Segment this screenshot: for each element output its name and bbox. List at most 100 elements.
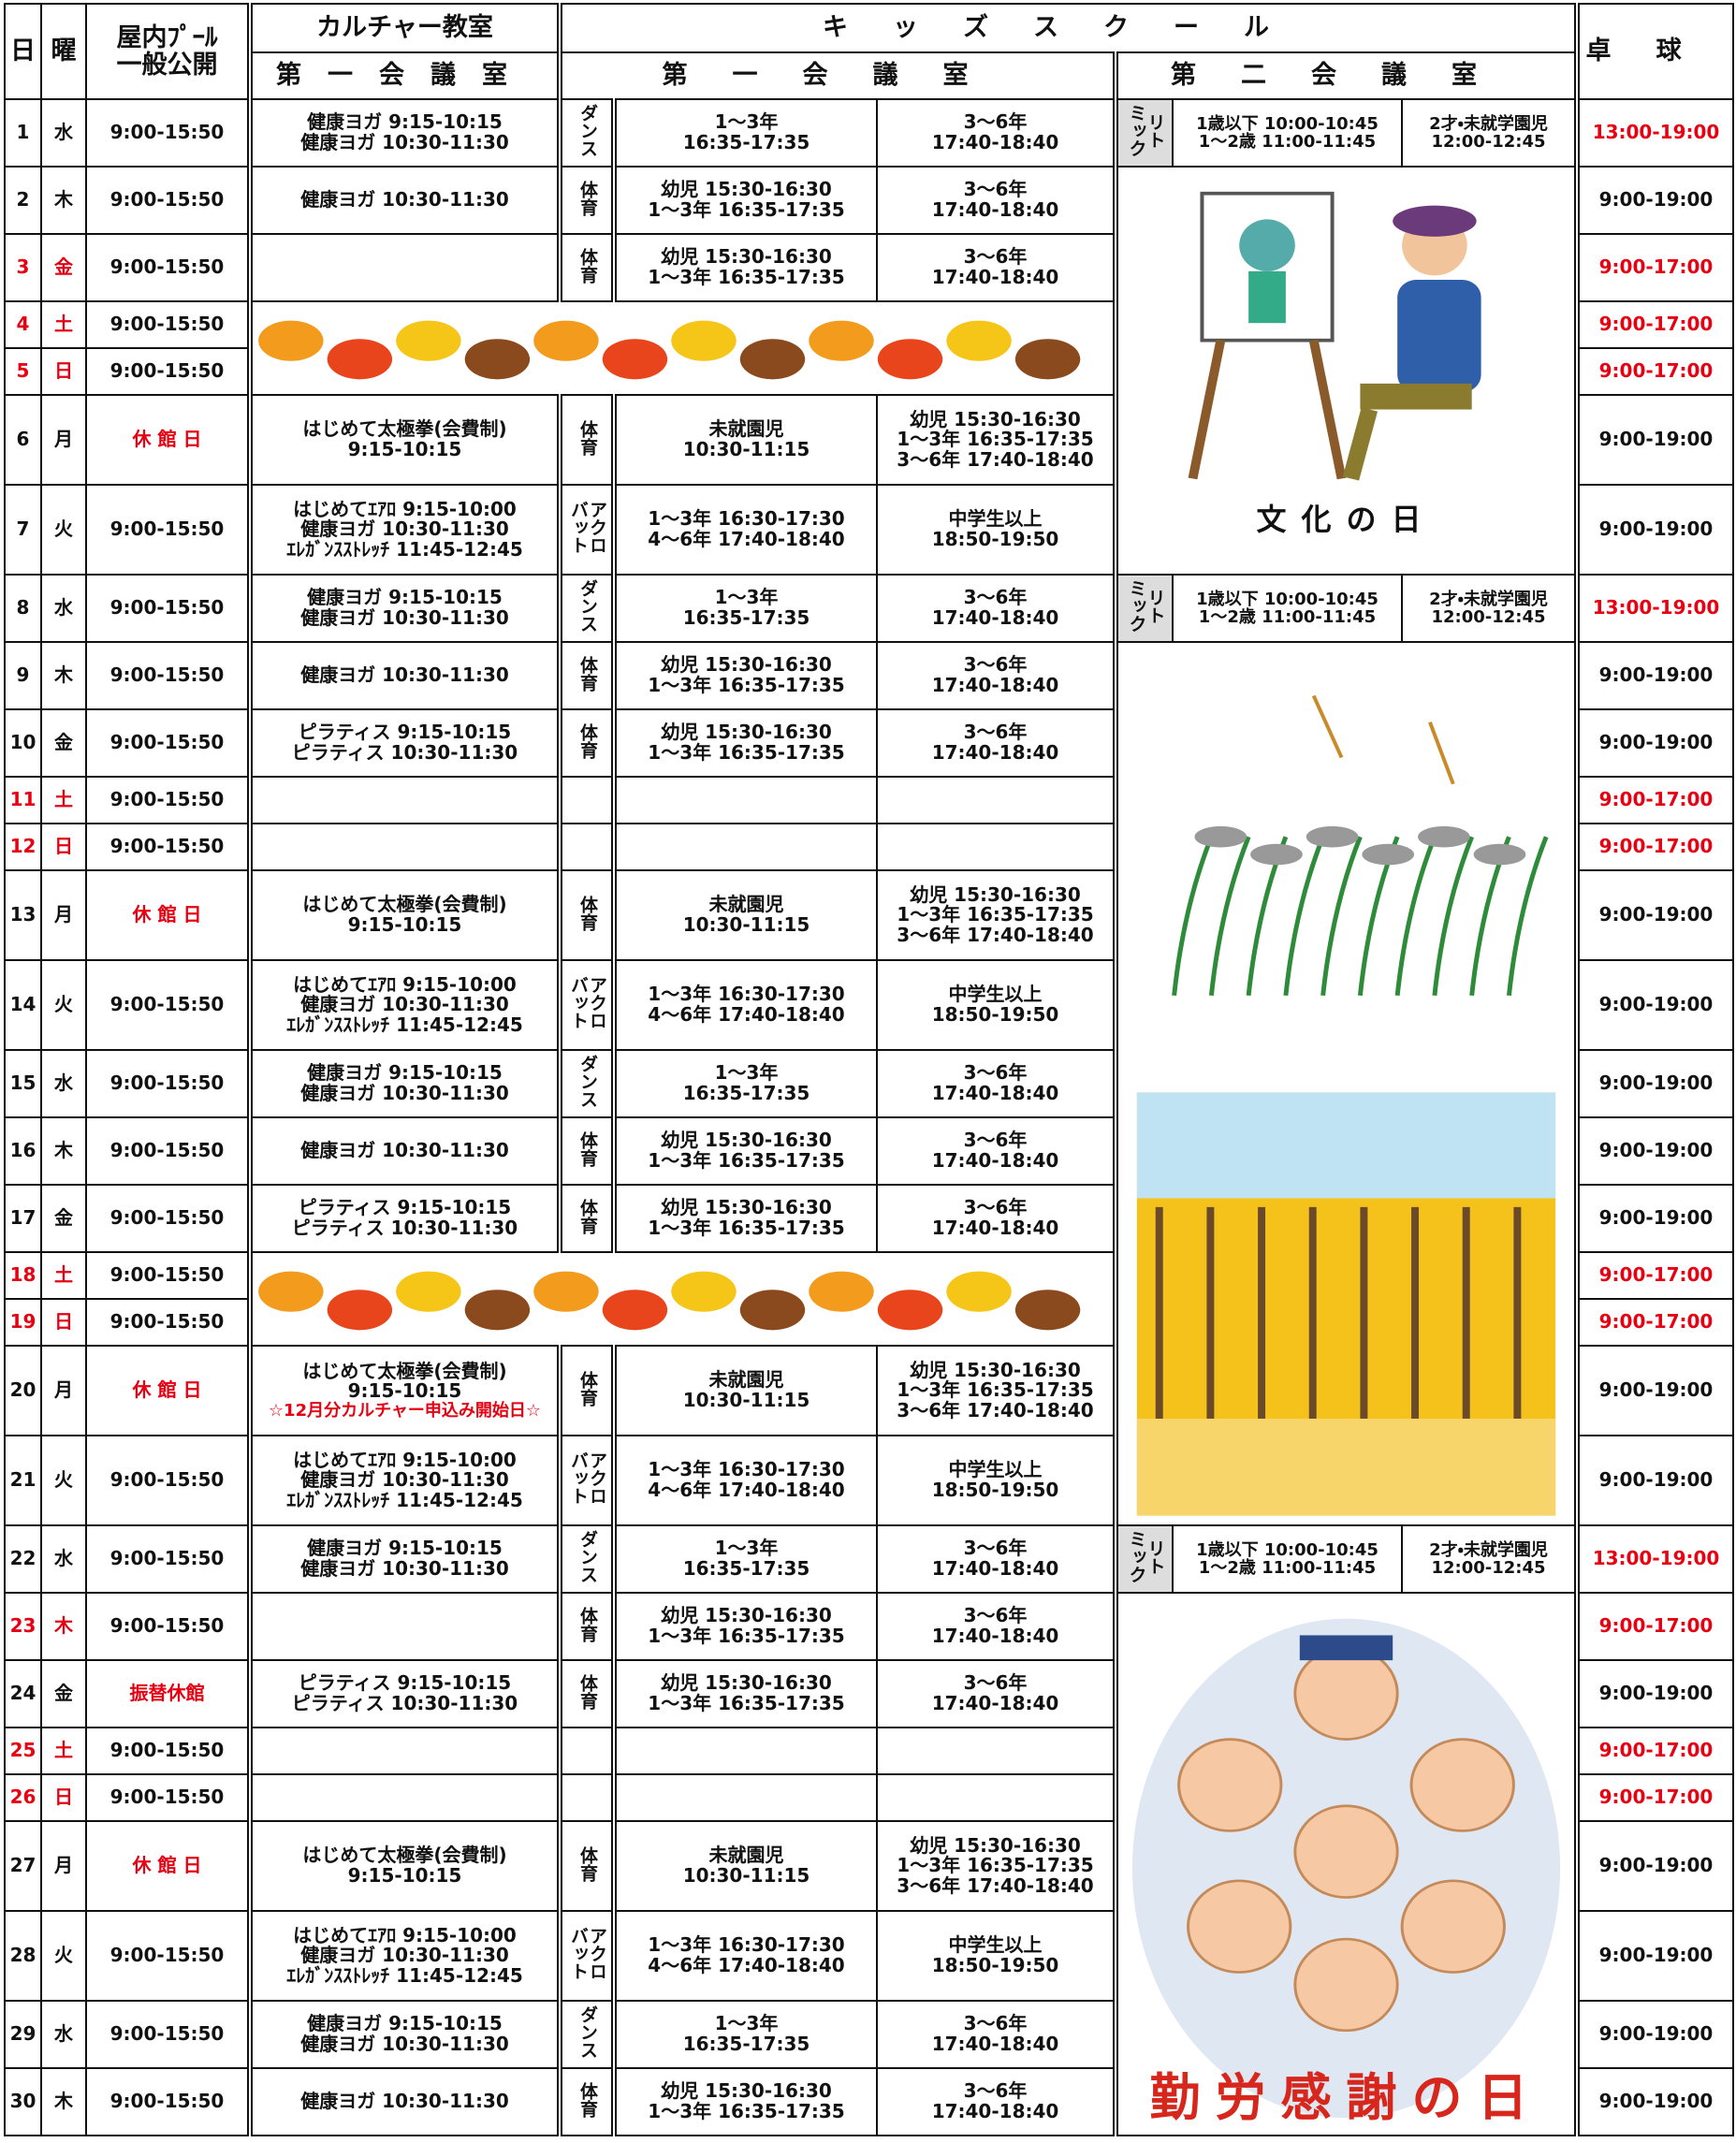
kids-type-cell: [557, 1773, 615, 1822]
kids-slot-line: 1～3年: [714, 110, 779, 134]
kids-slot-line: 3～6年: [963, 110, 1028, 134]
kids-slot-2: 3～6年 17:40-18:40: [876, 233, 1116, 302]
day-cell: 13: [4, 869, 42, 961]
kids-slot-1: 1～3年 16:35-17:35: [611, 1049, 878, 1118]
kids-type-line: ダンス: [576, 1530, 598, 1584]
kids-slot-line: 16:35-17:35: [682, 606, 810, 629]
header-kids: キッズスクール: [557, 3, 1578, 53]
tennis-cell: 9:00-19:00: [1574, 1659, 1734, 1728]
kids-slot-line: 10:30-11:15: [682, 1864, 810, 1887]
culture-line: 健康ヨガ 10:30-11:30: [300, 518, 509, 541]
culture-cell: [247, 776, 561, 824]
kids-type-cell: アクロ バット: [557, 1910, 615, 2002]
pool-cell: 9:00-15:50: [85, 823, 251, 871]
kids-type: 体育: [577, 1674, 598, 1710]
kids-slot-line: 4～6年 17:40-18:40: [648, 1479, 845, 1501]
kids-slot-1: 1～3年 16:30-17:30 4～6年 17:40-18:40: [611, 959, 878, 1051]
pool-cell: 9:00-15:50: [85, 1910, 251, 2002]
kids-slot-line: 1～3年 16:35-17:35: [648, 1217, 845, 1239]
kids-slot-line: 1～3年 16:35-17:35: [648, 1149, 845, 1172]
tennis-cell: 9:00-19:00: [1574, 1116, 1734, 1186]
kids-slot-line: 1～3年 16:35-17:35: [648, 198, 845, 221]
kids-type-line: ダンス: [576, 104, 598, 158]
kids-slot-line: 3～6年: [963, 586, 1028, 609]
tennis-cell: 9:00-19:00: [1574, 484, 1734, 576]
kids-slot-1: 幼児 15:30-16:30 1～3年 16:35-17:35: [611, 166, 878, 235]
kids-type: 体育: [577, 1846, 598, 1882]
kids-slot-line: 幼児 15:30-16:30: [910, 1833, 1081, 1857]
tennis-cell: 9:00-17:00: [1574, 233, 1734, 302]
pool-cell: 休 館 日: [85, 1820, 251, 1912]
culture-line: 健康ヨガ 10:30-11:30: [300, 2090, 509, 2113]
kids-slot-line: 17:40-18:40: [931, 1082, 1059, 1104]
culture-cell: ピラティス 9:15-10:15 ピラティス 10:30-11:30: [247, 1659, 561, 1728]
day-cell: 21: [4, 1435, 42, 1526]
kids-slot-2: 3～6年 17:40-18:40: [876, 1049, 1116, 1118]
kids-type: アクロ バット: [568, 976, 607, 1029]
weekday-cell: 月: [40, 394, 87, 486]
kids-type: アクロ バット: [568, 1451, 607, 1506]
kids-type: 体育: [577, 181, 598, 216]
kids-slot-2: 中学生以上 18:50-19:50: [876, 484, 1116, 576]
kids-slot-line: 17:40-18:40: [931, 131, 1059, 153]
pool-cell: 9:00-15:50: [85, 347, 251, 396]
kids-slot-line: 3～6年: [963, 1604, 1028, 1627]
tennis-cell: 13:00-19:00: [1574, 574, 1734, 643]
tennis-cell: 9:00-19:00: [1574, 1910, 1734, 2002]
kids-slot-line: 3～6年: [963, 1129, 1028, 1152]
culture-line: 健康ヨガ 10:30-11:30: [300, 606, 509, 629]
kids-type-line: 体育: [576, 247, 598, 284]
culture-line: 健康ヨガ 10:30-11:30: [300, 131, 509, 153]
culture-line: 9:15-10:15: [347, 913, 462, 936]
kids-type-line: バット: [568, 1927, 589, 1981]
kids-slot-line: 1～3年 16:35-17:35: [648, 1692, 845, 1714]
kids-type-cell: 体育: [557, 1116, 615, 1186]
kids-slot-line: 17:40-18:40: [931, 1557, 1059, 1580]
weekday-cell: 金: [40, 1659, 87, 1728]
day-cell: 11: [4, 776, 42, 824]
kids-slot-line: 3～6年: [963, 2012, 1028, 2035]
header-pool-line: 屋内ﾌﾟｰﾙ: [116, 22, 218, 52]
kids-slot-1: 1～3年 16:30-17:30 4～6年 17:40-18:40: [611, 484, 878, 576]
culture-cell: 健康ヨガ 9:15-10:15 健康ヨガ 10:30-11:30: [247, 98, 561, 168]
day-cell: 12: [4, 823, 42, 871]
tennis-cell: 9:00-17:00: [1574, 1592, 1734, 1661]
kids-type-line: アクロ: [586, 1451, 607, 1506]
kids-slot-line: 3～6年: [963, 178, 1028, 201]
culture-line: 健康ヨガ 10:30-11:30: [300, 993, 509, 1016]
kids-slot-1: [611, 1727, 878, 1775]
header-weekday: 曜: [40, 3, 87, 100]
culture-line: ｴﾚｶﾞﾝｽｽﾄﾚｯﾁ 11:45-12:45: [286, 1488, 523, 1511]
culture-line: ピラティス 10:30-11:30: [291, 1217, 518, 1239]
day-cell: 19: [4, 1298, 42, 1347]
tennis-cell: 9:00-19:00: [1574, 394, 1734, 486]
kids-slot-line: 17:40-18:40: [931, 1217, 1059, 1239]
culture-line: はじめてｴｱﾛ 9:15-10:00: [293, 972, 517, 996]
pool-cell: 9:00-15:50: [85, 233, 251, 302]
tennis-cell: 9:00-19:00: [1574, 1049, 1734, 1118]
kids-type-line: バット: [568, 1451, 589, 1506]
kids-slot-line: 1～3年 16:30-17:30: [648, 1458, 845, 1481]
schedule-row: 27 月休 館 日はじめて太極拳(会費制) 9:15-10:15 体育 未就園児 10:3…: [4, 1820, 1734, 1912]
kids-type-cell: 体育: [557, 1184, 615, 1253]
culture-line: 9:15-10:15: [347, 1379, 462, 1403]
kids-slot-2: [876, 823, 1116, 871]
pool-cell: 9:00-15:50: [85, 708, 251, 778]
kids-slot-1: 1～3年 16:30-17:30 4～6年 17:40-18:40: [611, 1910, 878, 2002]
culture-cell: はじめて太極拳(会費制) 9:15-10:15: [247, 394, 561, 486]
kids-slot-line: 10:30-11:15: [682, 438, 810, 460]
kids-slot-line: 中学生以上: [948, 983, 1043, 1006]
kids-slot-line: 1～3年 16:35-17:35: [897, 1854, 1094, 1877]
weekday-cell: 水: [40, 98, 87, 168]
culture-line: ピラティス 10:30-11:30: [291, 1692, 518, 1714]
pool-cell: 9:00-15:50: [85, 1524, 251, 1594]
kids-slot-1: 未就園児 10:30-11:15: [611, 869, 878, 961]
culture-line: はじめてｴｱﾛ 9:15-10:00: [293, 1448, 517, 1471]
kids-type-cell: 体育: [557, 1592, 615, 1661]
pool-cell: 9:00-15:50: [85, 300, 251, 349]
illustration-caption: 文化の日: [1256, 502, 1437, 538]
day-cell: 8: [4, 574, 42, 643]
kids-slot-line: 3～6年 17:40-18:40: [897, 923, 1094, 946]
schedule-row: 5 日 9:00-15:50 9:00-17:00: [4, 347, 1734, 396]
mix-slot-line: 12:00-12:45: [1431, 607, 1546, 627]
